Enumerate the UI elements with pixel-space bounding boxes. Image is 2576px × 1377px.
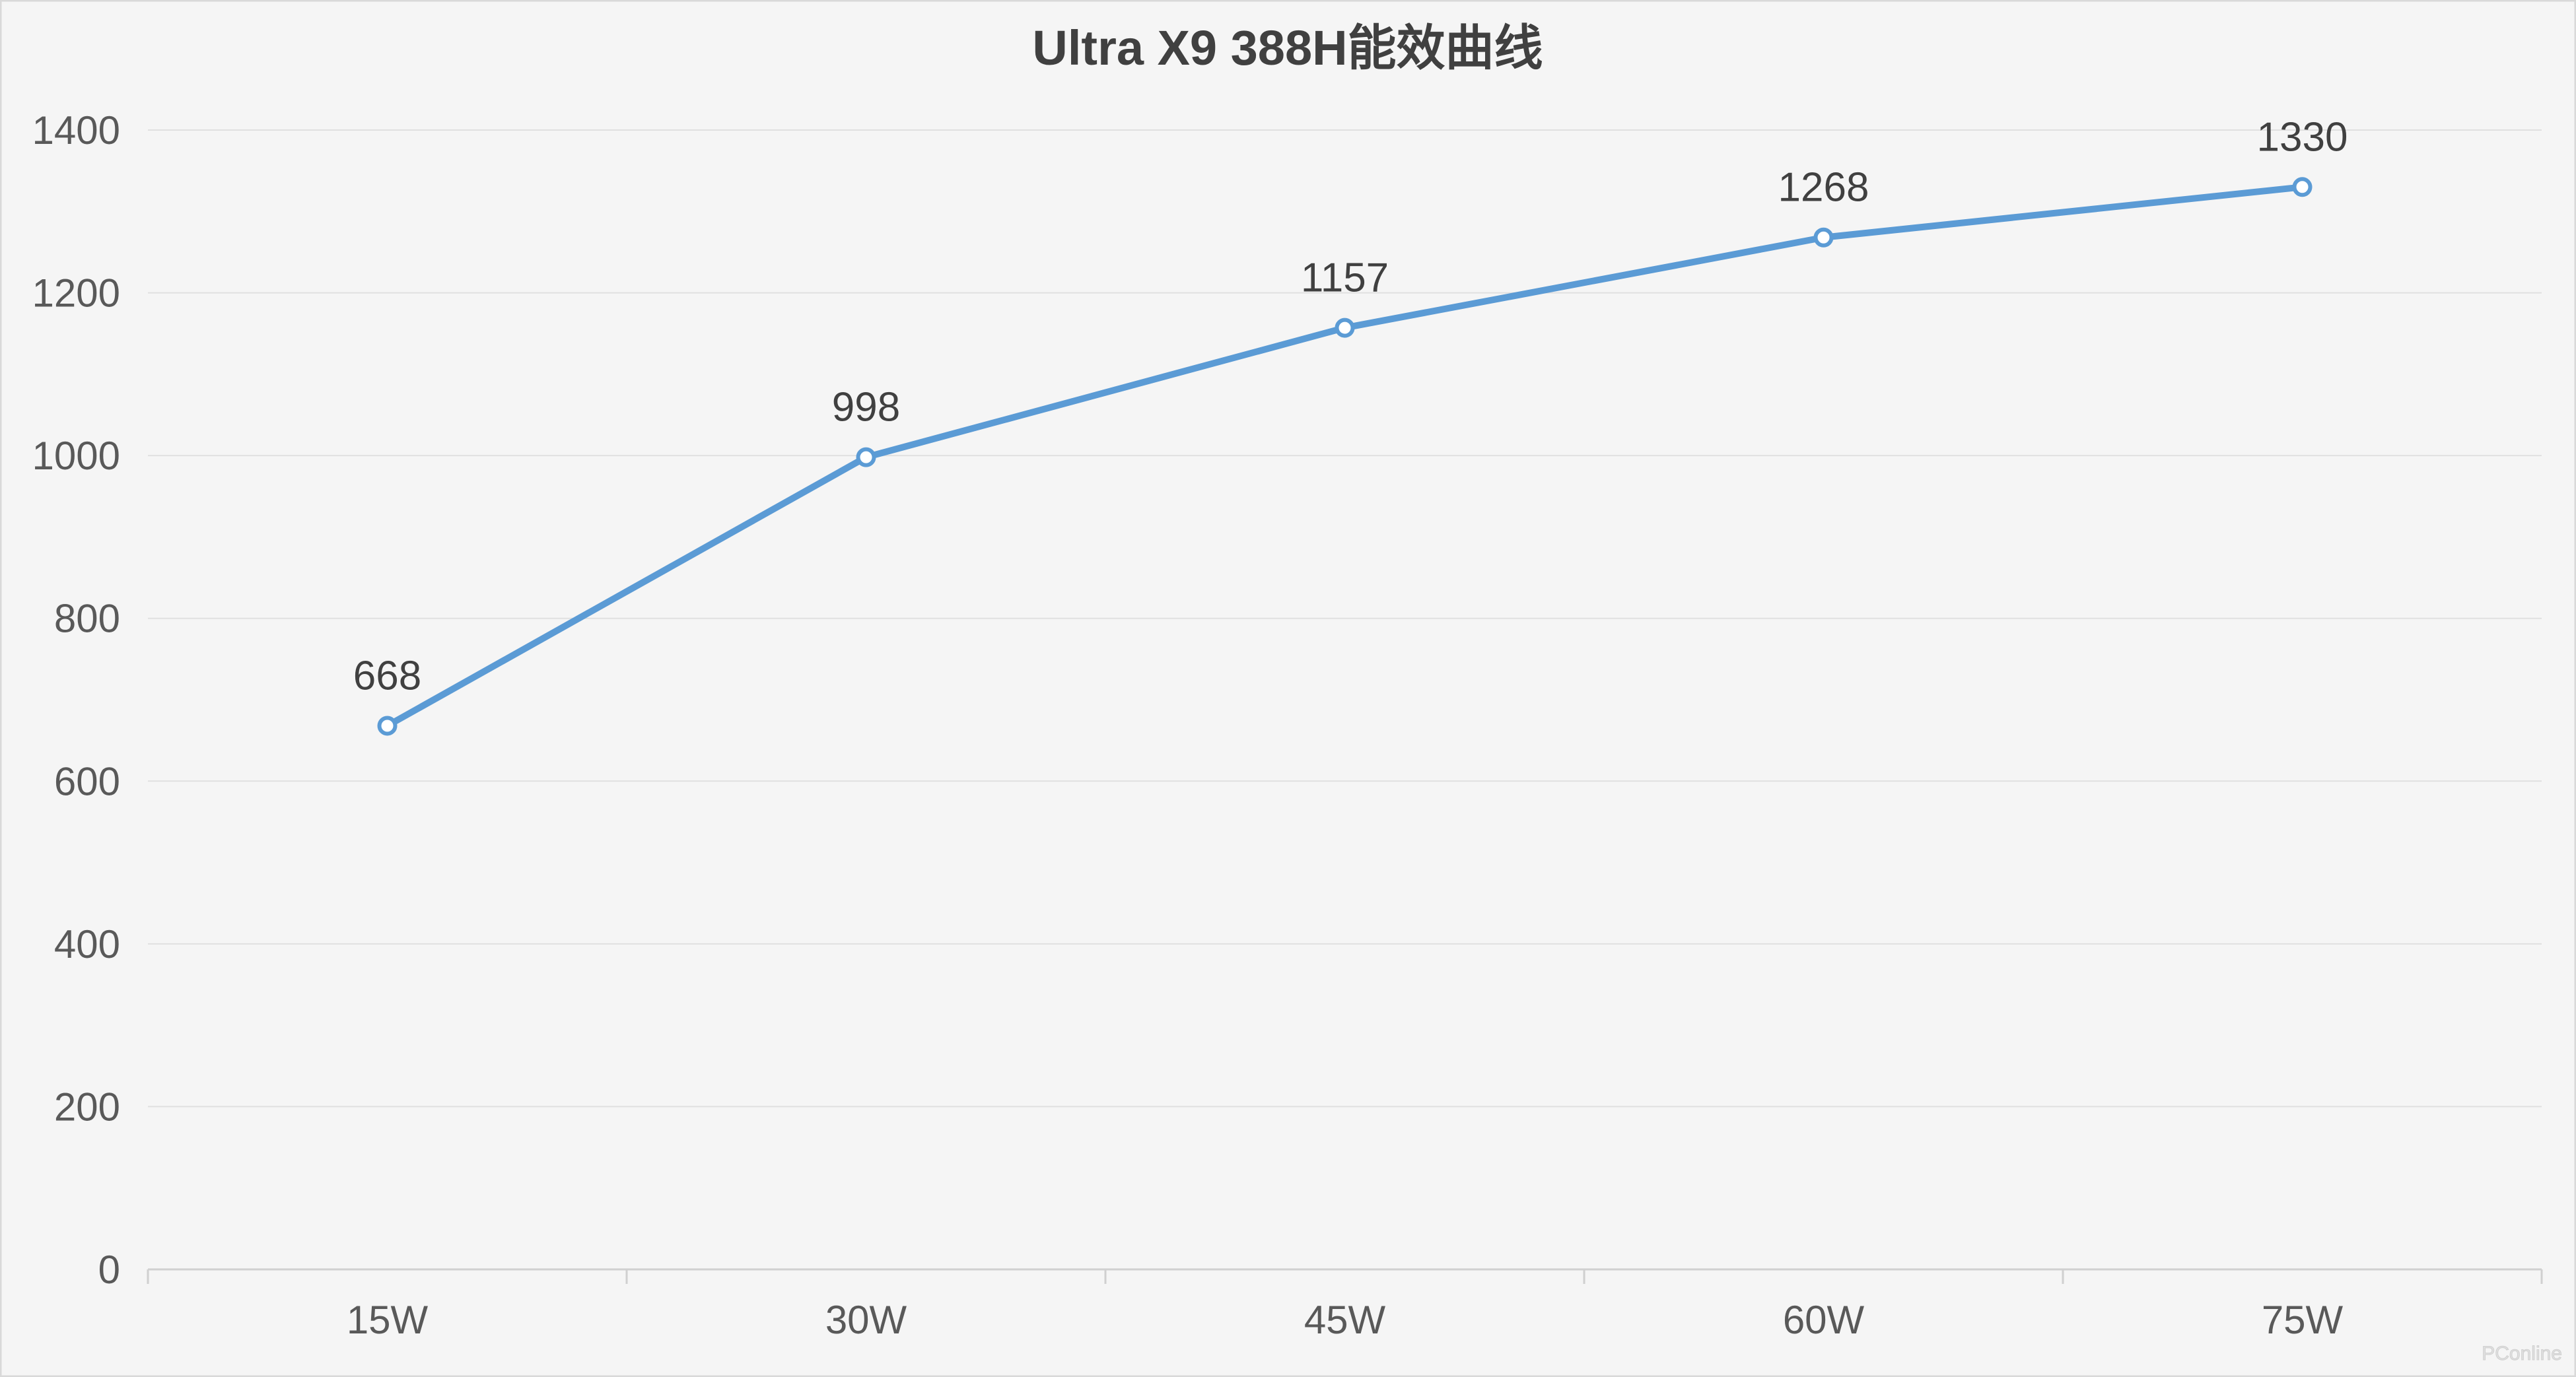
data-point bbox=[1813, 227, 1834, 248]
data-point bbox=[2292, 177, 2313, 197]
y-tick-label: 200 bbox=[54, 1085, 120, 1129]
data-label: 1268 bbox=[1778, 165, 1869, 211]
data-label: 1157 bbox=[1301, 255, 1389, 301]
y-tick-label: 1200 bbox=[32, 271, 120, 316]
x-tick-label: 60W bbox=[1783, 1298, 1865, 1342]
data-label: 1330 bbox=[2257, 114, 2348, 160]
data-point bbox=[1335, 318, 1355, 338]
y-tick-label: 1400 bbox=[32, 108, 120, 152]
y-tick-label: 600 bbox=[54, 759, 120, 803]
watermark: PConline bbox=[2482, 1343, 2562, 1364]
y-tick-label: 0 bbox=[98, 1248, 120, 1292]
data-label: 668 bbox=[353, 653, 421, 698]
y-tick-label: 400 bbox=[54, 922, 120, 966]
x-tick-label: 75W bbox=[2262, 1298, 2344, 1342]
chart-title: Ultra X9 388H能效曲线 bbox=[1032, 20, 1543, 75]
data-label: 998 bbox=[832, 385, 900, 430]
y-tick-label: 1000 bbox=[32, 434, 120, 478]
data-point bbox=[377, 716, 398, 736]
data-point bbox=[856, 447, 876, 467]
x-tick-label: 15W bbox=[347, 1298, 429, 1342]
y-tick-label: 800 bbox=[54, 597, 120, 641]
x-tick-label: 30W bbox=[825, 1298, 907, 1342]
x-tick-label: 45W bbox=[1304, 1298, 1386, 1342]
